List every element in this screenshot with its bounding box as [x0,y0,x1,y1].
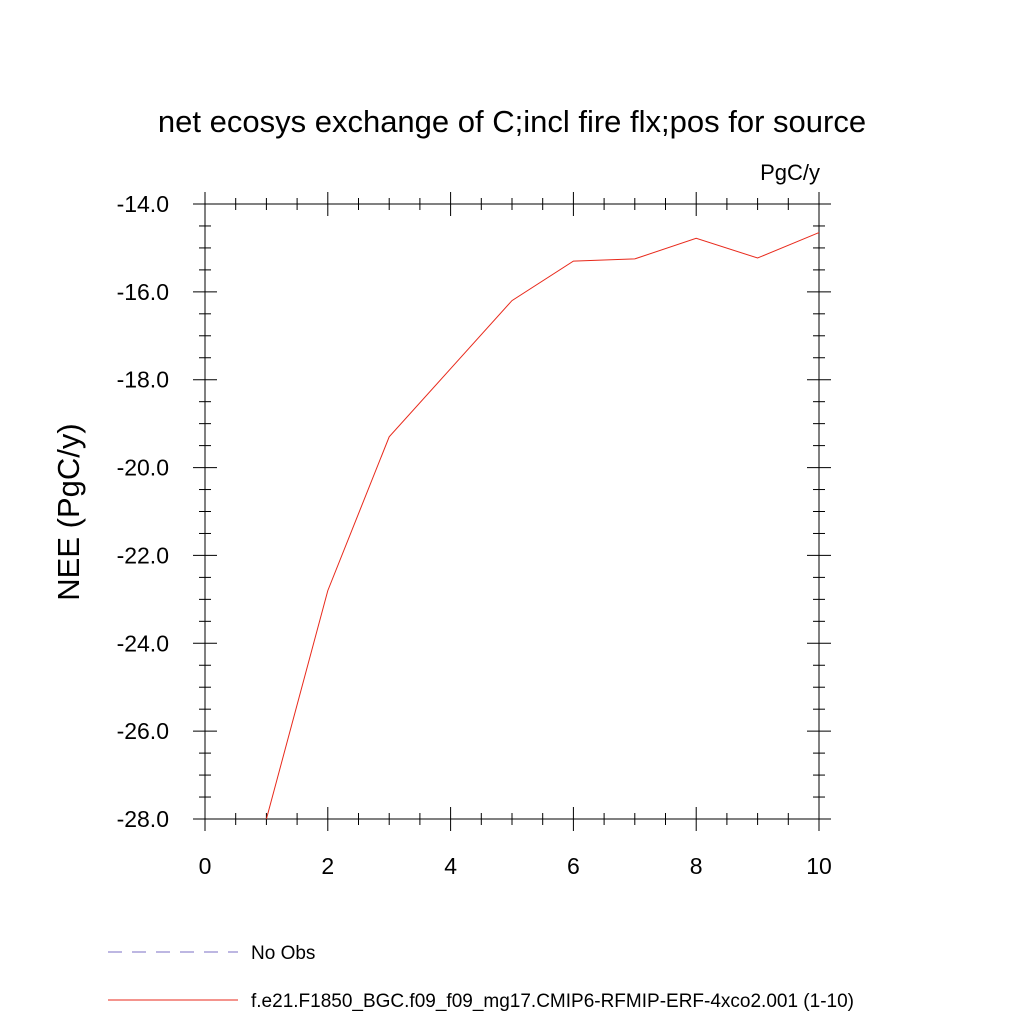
x-axis-tick-labels: 0 2 4 6 8 10 [199,853,832,879]
chart-title: net ecosys exchange of C;incl fire flx;p… [158,104,866,139]
legend: No Obs f.e21.F1850_BGC.f09_f09_mg17.CMIP6… [108,943,854,1012]
series-line [265,232,820,820]
x-tick-label: 6 [567,853,580,879]
y-axis-label: NEE (PgC/y) [51,423,86,600]
legend-label: No Obs [251,943,315,964]
x-axis-ticks [204,192,820,831]
units-label: PgC/y [760,160,820,185]
y-tick-label: -26.0 [117,718,169,744]
x-tick-label: 8 [690,853,703,879]
y-axis-tick-labels: -14.0 -16.0 -18.0 -20.0 -22.0 -24.0 -26.0 -28.0 [117,191,169,832]
x-tick-label: 4 [444,853,457,879]
y-tick-label: -18.0 [117,367,169,393]
y-tick-label: -22.0 [117,542,169,568]
y-tick-label: -20.0 [117,455,169,481]
series-layer [265,232,820,820]
plot-frame [204,203,820,820]
x-tick-label: 2 [321,853,334,879]
x-tick-label: 0 [199,853,212,879]
legend-label: f.e21.F1850_BGC.f09_f09_mg17.CMIP6-RFMIP… [251,991,854,1012]
x-tick-label: 10 [806,853,832,879]
y-tick-label: -16.0 [117,279,169,305]
y-tick-label: -14.0 [117,191,169,217]
y-axis-ticks [193,203,831,820]
y-tick-label: -24.0 [117,630,169,656]
y-tick-label: -28.0 [117,806,169,832]
